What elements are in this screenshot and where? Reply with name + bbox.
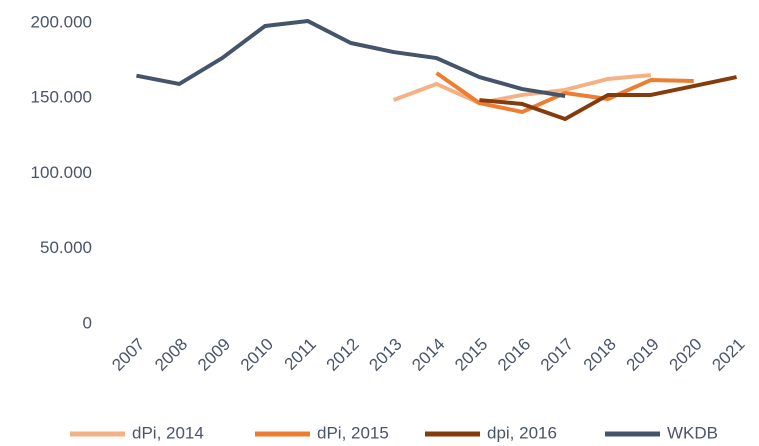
x-tick-label: 2015 [451,335,491,375]
line-series [392,73,652,106]
legend-label: dPi, 2014 [132,423,204,442]
legend-label: WKDB [667,423,718,442]
line-series [435,71,694,114]
x-tick-label: 2017 [537,335,577,375]
x-tick-label: 2011 [281,335,320,374]
x-tick-label: 2016 [494,335,534,375]
y-tick-label: 150.000 [31,88,92,107]
x-tick-label: 2012 [323,335,363,375]
x-tick-label: 2021 [708,335,748,375]
x-tick-label: 2010 [237,335,277,375]
x-tick-label: 2008 [151,335,191,375]
x-tick-label: 2007 [108,335,148,375]
line-series [136,19,566,98]
legend-label: dpi, 2016 [487,423,557,442]
y-tick-label: 100.000 [31,163,92,182]
legend-label: dPi, 2015 [317,423,389,442]
y-tick-label: 0 [83,313,92,332]
line-series [479,75,737,122]
y-tick-label: 50.000 [40,238,92,257]
x-tick-label: 2019 [623,335,663,375]
x-tick-label: 2009 [194,335,234,375]
x-tick-label: 2020 [666,335,706,375]
x-tick-label: 2014 [408,335,448,375]
x-tick-label: 2013 [365,335,405,375]
y-tick-label: 200.000 [31,12,92,31]
x-tick-label: 2018 [580,335,620,375]
